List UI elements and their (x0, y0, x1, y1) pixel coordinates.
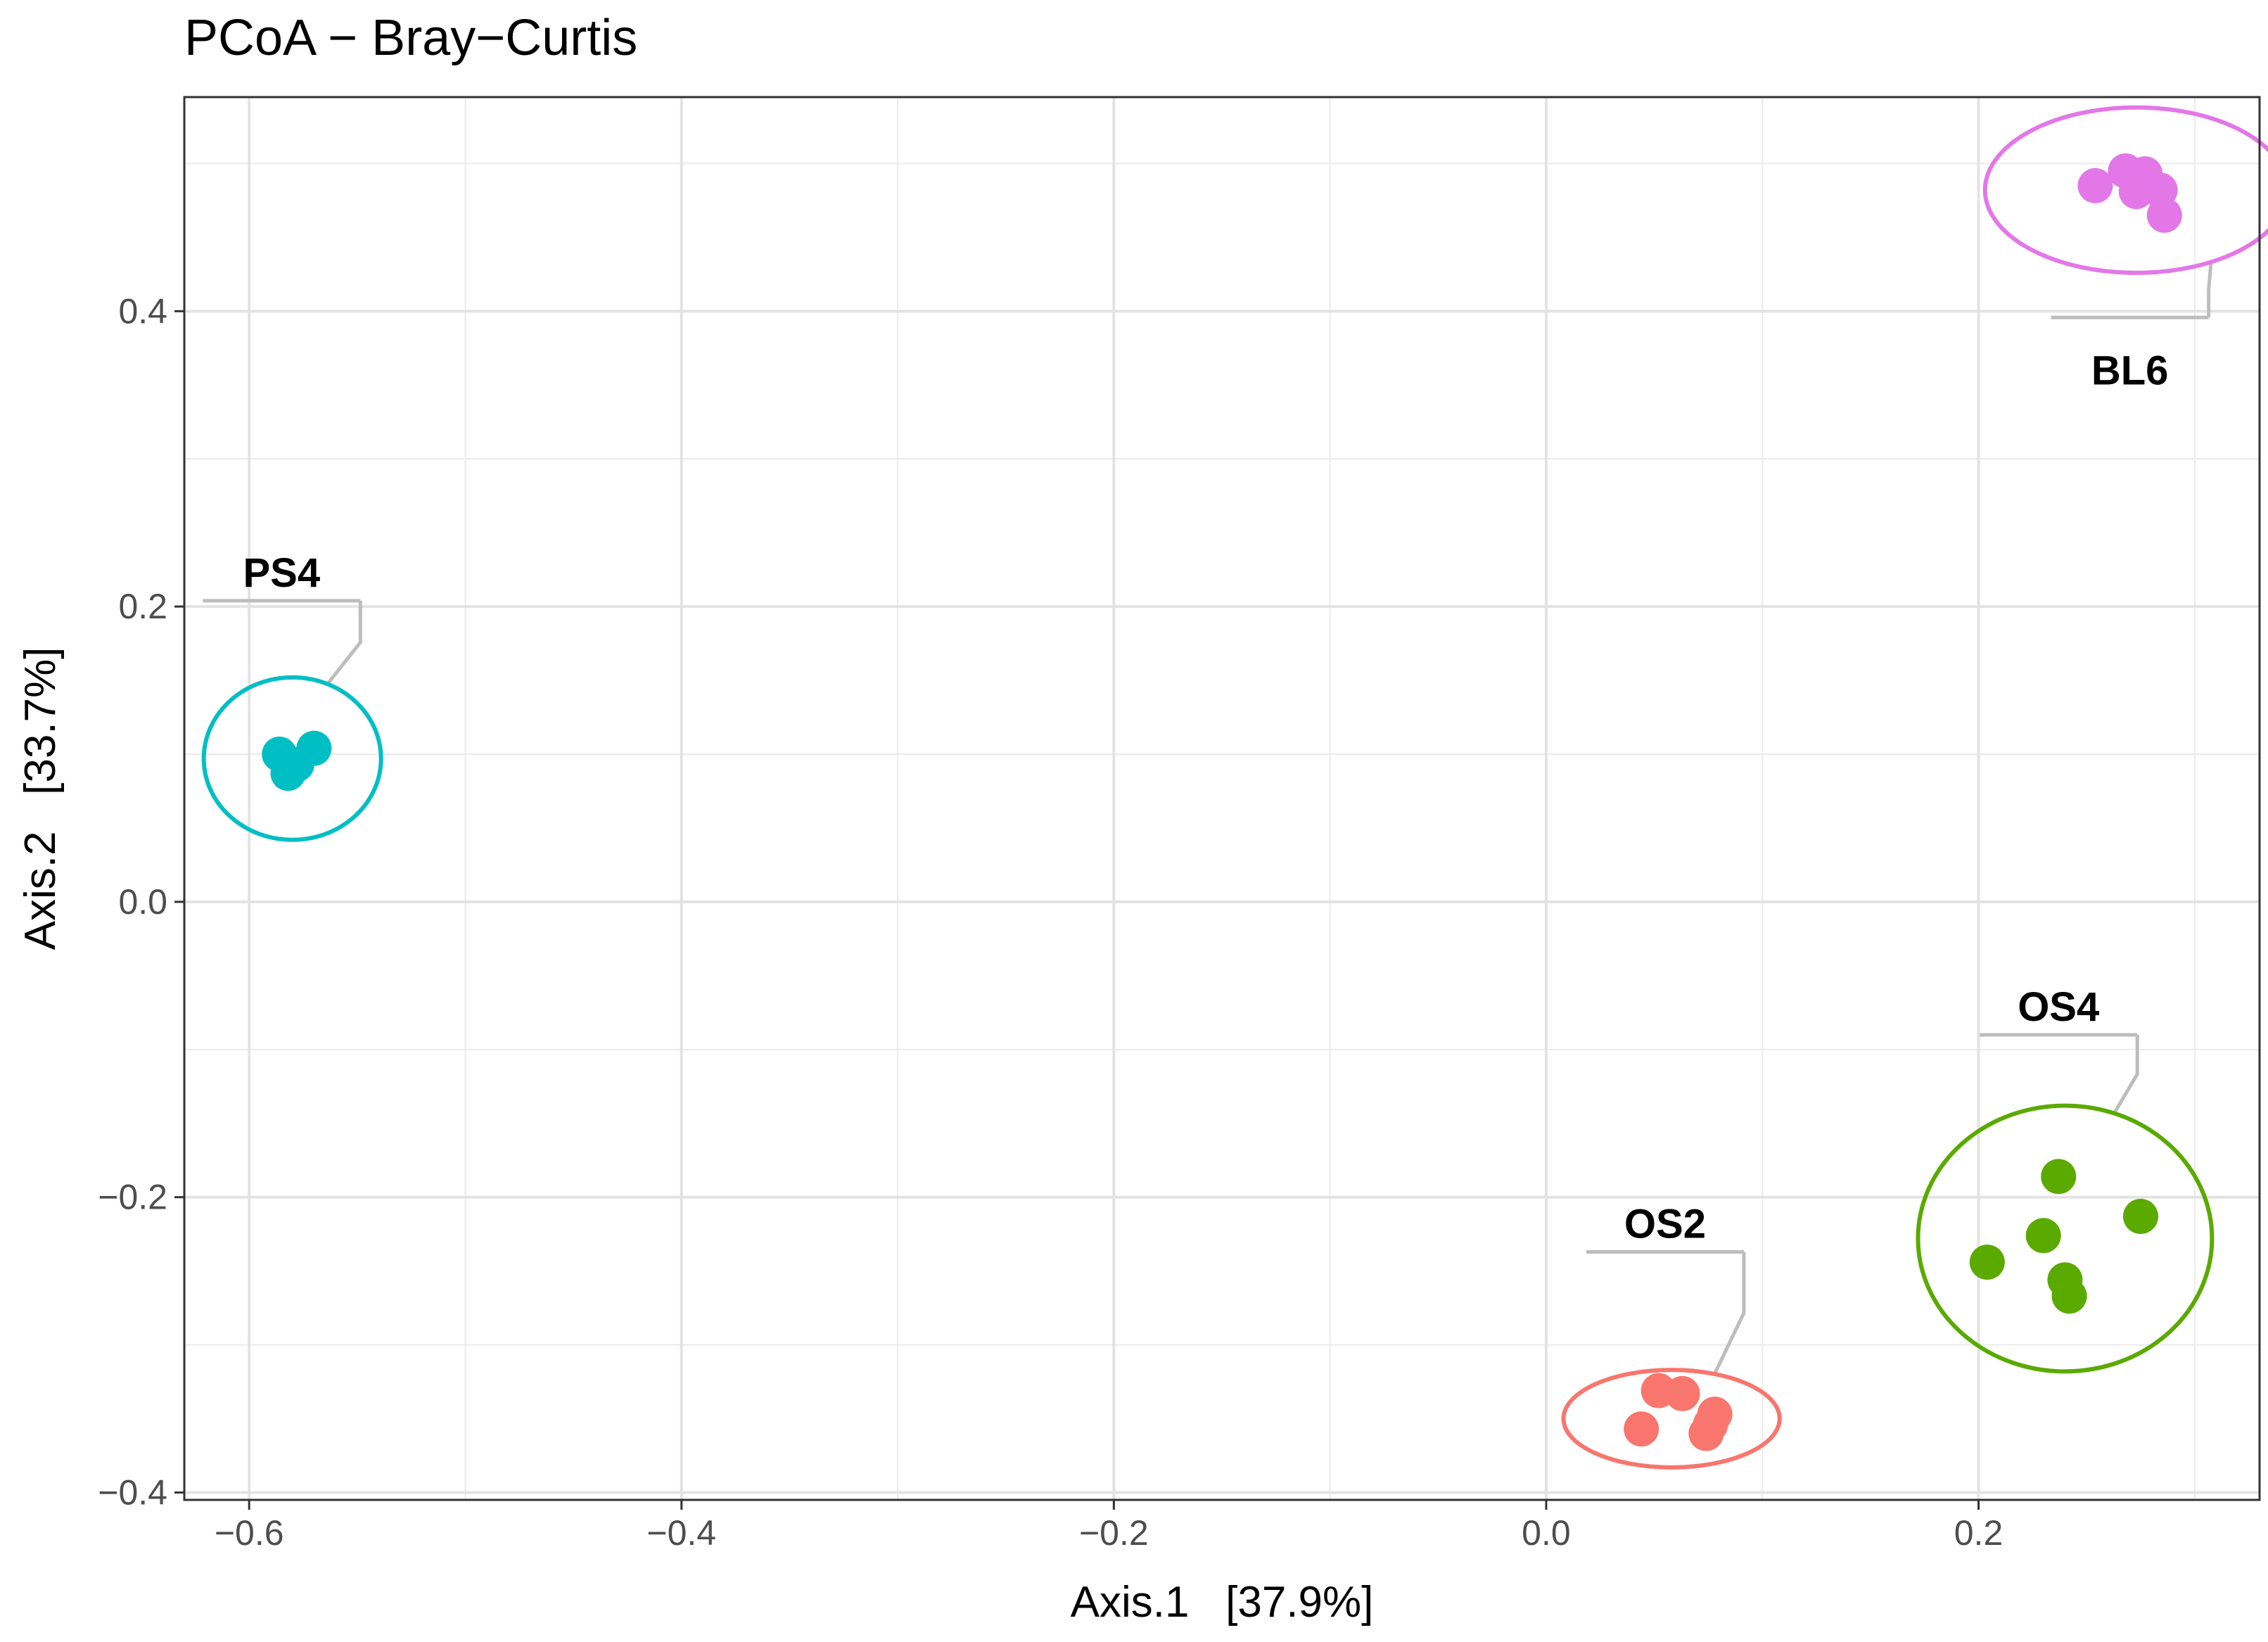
point-bl6 (2077, 167, 2113, 203)
point-os2 (1664, 1375, 1700, 1411)
x-axis: −0.6 −0.4 −0.2 0.0 0.2 (215, 1500, 2003, 1553)
group-label-bl6: BL6 (2091, 348, 2169, 393)
data-points (262, 153, 2182, 1451)
point-os4 (2122, 1199, 2158, 1235)
ellipse-bl6 (1982, 105, 2268, 275)
y-tick-label: −0.2 (98, 1178, 167, 1217)
chart-title: PCoA − Bray−Curtis (184, 10, 637, 66)
callout-os2 (1586, 1250, 1746, 1375)
y-tick-label: 0.2 (118, 587, 167, 626)
major-gridlines (184, 97, 2260, 1500)
point-bl6 (2146, 197, 2182, 233)
group-label-os4: OS4 (2018, 984, 2099, 1030)
label-callouts (203, 262, 2213, 1375)
point-os2 (1693, 1406, 1728, 1442)
group-ellipses (201, 105, 2268, 1470)
group-label-ps4: PS4 (243, 550, 320, 596)
plot-border (183, 96, 2261, 1501)
point-os4 (2051, 1278, 2087, 1314)
ellipse-ps4 (201, 675, 383, 842)
point-os4 (1969, 1245, 2005, 1280)
callout-bl6 (2051, 262, 2213, 319)
plot-background (184, 97, 2260, 1500)
y-tick-label: 0.4 (118, 291, 167, 331)
point-os2 (1624, 1411, 1659, 1447)
minor-gridlines (184, 97, 2260, 1500)
ellipse-os4 (1916, 1103, 2215, 1374)
callout-ps4 (203, 599, 362, 685)
x-tick-label: 0.0 (1522, 1513, 1571, 1553)
group-labels: BL6 PS4 OS2 OS4 (243, 348, 2168, 1247)
point-ps4 (270, 756, 306, 791)
x-tick-label: −0.2 (1079, 1513, 1149, 1553)
y-tick-label: 0.0 (118, 882, 167, 922)
plot-area: BL6 PS4 OS2 OS4 (183, 96, 2268, 1501)
x-tick-label: −0.6 (215, 1513, 284, 1553)
x-tick-label: 0.2 (1954, 1513, 2003, 1553)
point-os4 (2025, 1218, 2061, 1254)
callout-os4 (1980, 1033, 2139, 1114)
y-tick-label: −0.4 (98, 1473, 167, 1513)
point-os4 (2041, 1159, 2077, 1195)
ellipse-os2 (1561, 1368, 1782, 1470)
x-tick-label: −0.4 (646, 1513, 716, 1553)
y-axis-title: Axis.2 [33.7%] (16, 647, 65, 950)
group-label-os2: OS2 (1624, 1201, 1706, 1247)
point-ps4 (296, 730, 332, 766)
y-axis: −0.4 −0.2 0.0 0.2 0.4 (98, 291, 184, 1513)
x-axis-title: Axis.1 [37.9%] (1071, 1578, 1374, 1627)
